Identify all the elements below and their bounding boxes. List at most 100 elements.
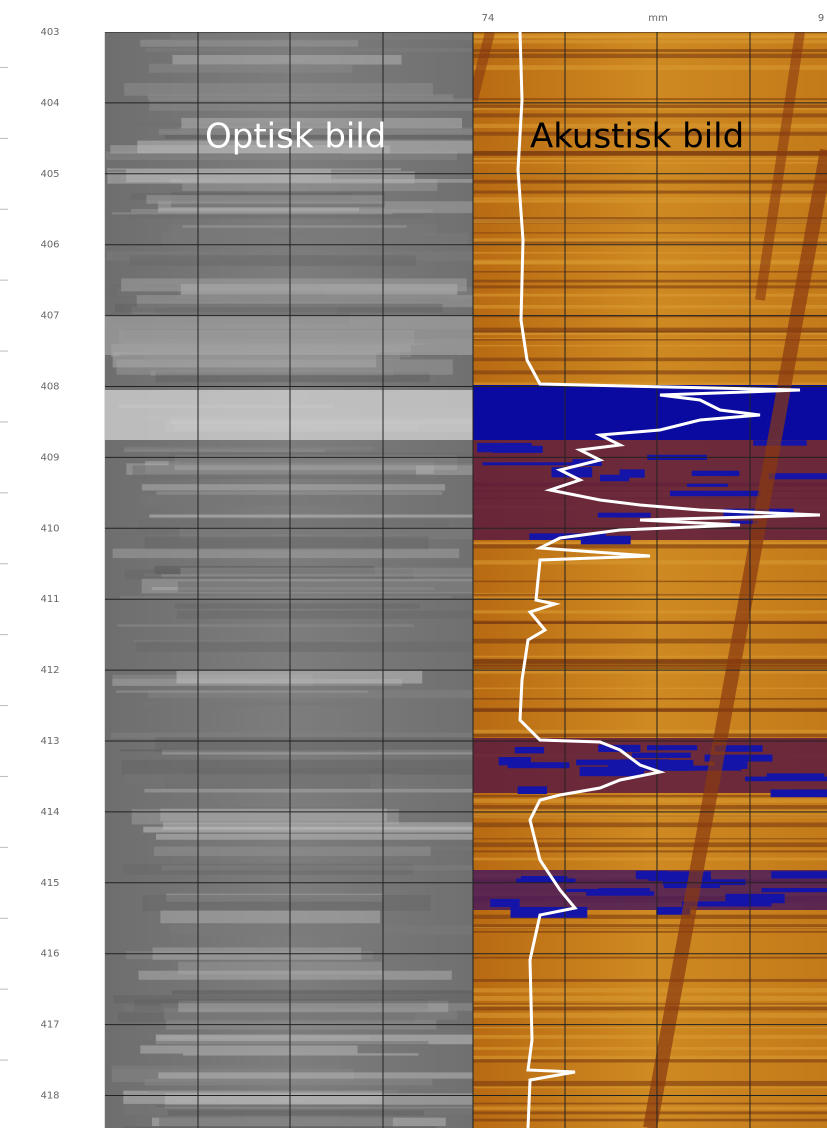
- depth-label: 413: [40, 736, 59, 747]
- acoustic-stripe: [473, 285, 827, 288]
- optical-title: Optisk bild: [205, 117, 386, 157]
- acoustic-stripe: [473, 838, 827, 839]
- acoustic-stripe: [473, 842, 827, 847]
- blue-patch: [598, 513, 651, 518]
- acoustic-stripe: [473, 40, 827, 44]
- optical-stripe: [158, 1072, 499, 1078]
- acoustic-stripe: [473, 280, 827, 283]
- optical-stripe: [149, 515, 479, 518]
- acoustic-stripe: [473, 988, 827, 992]
- acoustic-stripe: [473, 1087, 827, 1088]
- acoustic-stripe: [473, 252, 827, 254]
- acoustic-stripe: [473, 54, 827, 58]
- depth-label: 414: [40, 807, 59, 818]
- acoustic-stripe: [473, 593, 827, 594]
- depth-label: 418: [40, 1091, 59, 1102]
- acoustic-stripe: [473, 1081, 827, 1086]
- optical-stripe: [160, 911, 380, 924]
- optical-stripe: [160, 809, 387, 822]
- acoustic-stripe: [473, 105, 827, 108]
- depth-label: 412: [40, 665, 59, 676]
- blue-patch: [632, 753, 691, 758]
- optical-stripe: [140, 1045, 357, 1053]
- blue-patch: [769, 473, 827, 479]
- blue-patch: [771, 871, 827, 878]
- optical-stripe: [124, 83, 433, 96]
- acoustic-stripe: [473, 850, 827, 852]
- acoustic-stripe: [473, 730, 827, 734]
- optical-stripe: [127, 214, 425, 218]
- optical-stripe: [130, 255, 416, 266]
- depth-label: 417: [40, 1020, 59, 1031]
- acoustic-stripe: [473, 542, 827, 544]
- acoustic-stripe: [473, 799, 827, 803]
- optical-stripe: [113, 995, 497, 1003]
- optical-stripe: [141, 495, 375, 506]
- acoustic-stripe: [473, 158, 827, 160]
- blue-patch: [692, 471, 740, 476]
- acoustic-stripe: [473, 708, 827, 712]
- acoustic-stripe: [473, 1006, 827, 1010]
- optical-stripe: [115, 304, 442, 313]
- acoustic-stripe: [473, 560, 827, 564]
- acoustic-stripe: [473, 262, 827, 264]
- acoustic-stripe: [473, 816, 827, 817]
- blue-patch: [767, 773, 825, 779]
- acoustic-stripe: [473, 544, 827, 548]
- bright-zone: [105, 315, 473, 355]
- blue-patch: [518, 786, 547, 794]
- scale-unit: mm: [648, 13, 667, 24]
- acoustic-stripe: [473, 858, 827, 860]
- optical-stripe: [143, 702, 362, 706]
- optical-stripe: [172, 55, 401, 65]
- blue-patch: [670, 491, 760, 496]
- optical-stripe: [125, 773, 399, 783]
- borehole-log: 74 mm 9 Optisk bild Akustisk bild 403404…: [0, 0, 827, 1128]
- optical-stripe: [121, 278, 467, 291]
- depth-label: 404: [40, 98, 59, 109]
- blue-patch: [761, 888, 827, 892]
- acoustic-stripe: [473, 271, 827, 273]
- optical-stripe: [168, 1110, 424, 1116]
- optical-stripe: [146, 1041, 429, 1045]
- acoustic-stripe: [473, 823, 827, 828]
- acoustic-stripe: [473, 581, 827, 583]
- scale-max: 9: [818, 13, 824, 24]
- acoustic-stripe: [473, 65, 827, 70]
- optical-stripe: [159, 1118, 393, 1128]
- optical-stripe: [113, 549, 460, 558]
- optical-stripe: [125, 447, 374, 451]
- acoustic-stripe: [473, 1027, 827, 1028]
- optical-stripe: [107, 168, 401, 170]
- optical-stripe: [122, 760, 482, 775]
- acoustic-stripe: [473, 49, 827, 52]
- acoustic-title: Akustisk bild: [530, 117, 744, 157]
- depth-label: 411: [40, 594, 59, 605]
- blue-patch: [482, 462, 575, 465]
- acoustic-stripe: [473, 1003, 827, 1004]
- optical-stripe: [138, 971, 451, 980]
- optical-stripe: [149, 98, 529, 110]
- optical-stripe: [149, 64, 352, 73]
- acoustic-stripe: [473, 305, 827, 309]
- optical-stripe: [146, 195, 383, 204]
- header: [0, 0, 827, 32]
- acoustic-stripe: [473, 339, 827, 341]
- acoustic-stripe: [473, 664, 827, 666]
- optical-stripe: [155, 737, 521, 752]
- blue-patch: [600, 475, 629, 482]
- blue-patch: [771, 789, 827, 797]
- acoustic-stripe: [473, 931, 827, 933]
- depth-label: 416: [40, 949, 59, 960]
- blue-patch: [647, 745, 697, 750]
- optical-stripe: [142, 484, 445, 490]
- depth-label: 408: [40, 382, 59, 393]
- blue-patch: [687, 484, 728, 487]
- acoustic-stripe: [473, 996, 827, 1001]
- acoustic-stripe: [473, 698, 827, 700]
- optical-stripe: [143, 895, 431, 911]
- depth-label: 410: [40, 523, 59, 534]
- blue-patch: [581, 536, 631, 545]
- acoustic-stripe: [473, 927, 827, 928]
- acoustic-stripe: [473, 1059, 827, 1062]
